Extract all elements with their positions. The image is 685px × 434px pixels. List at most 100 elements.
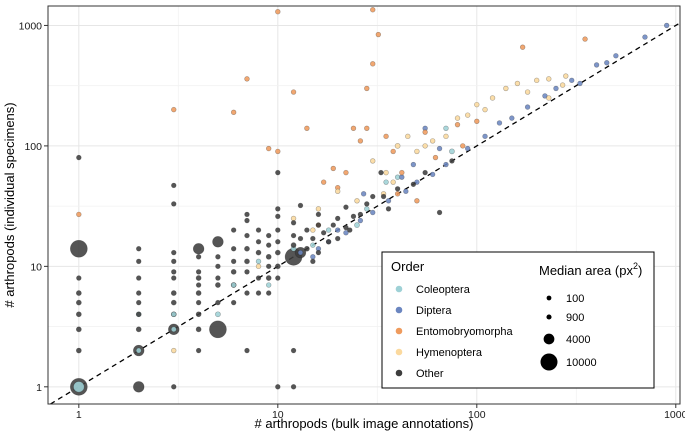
- plot-border: [47, 5, 681, 405]
- data-point-entomobryomorpha: [290, 89, 297, 95]
- data-point-other: [170, 290, 177, 296]
- data-point-other: [320, 230, 327, 236]
- data-point-other: [136, 246, 142, 252]
- data-point-other: [304, 227, 310, 233]
- data-point-entomobryomorpha: [343, 169, 349, 176]
- data-point-other: [215, 282, 221, 288]
- data-point-other: [255, 275, 262, 281]
- legend-size-label: 900: [566, 312, 584, 324]
- data-point-other: [315, 222, 322, 228]
- data-point-other: [275, 384, 281, 390]
- data-point-other: [266, 242, 272, 248]
- legend-color-entries: Coleoptera Diptera Entomobryomorpha Hymenop…: [395, 284, 513, 380]
- data-point-entomobryomorpha: [432, 154, 439, 161]
- data-point-other: [136, 258, 142, 265]
- legend-label-diptera: Diptera: [416, 305, 452, 317]
- data-point-other: [275, 227, 281, 233]
- data-point-hymenoptera: [394, 143, 401, 149]
- data-point-other: [357, 211, 364, 218]
- data-point-other: [290, 384, 297, 390]
- data-point-diptera: [542, 93, 548, 99]
- data-point-other: [255, 227, 262, 233]
- y-axis-ticks: 1 10 100 1000: [19, 20, 48, 394]
- data-point-hymenoptera: [489, 95, 496, 101]
- data-point-other: [265, 275, 272, 281]
- data-point-other: [136, 290, 142, 296]
- data-point-diptera: [343, 230, 349, 236]
- data-point-other: [275, 275, 281, 281]
- legend-size-label: 10000: [566, 357, 597, 369]
- data-point-diptera: [385, 198, 392, 204]
- data-point-other: [171, 201, 177, 207]
- data-point-other: [274, 263, 281, 270]
- data-point-hymenoptera: [533, 77, 540, 84]
- data-point-other: [195, 254, 202, 260]
- data-point-other: [274, 249, 281, 256]
- legend-label-other: Other: [416, 368, 444, 380]
- data-point-other: [370, 193, 376, 200]
- data-point-other: [230, 299, 237, 306]
- data-point-other: [70, 239, 88, 258]
- data-point-other: [195, 282, 202, 288]
- data-point-entomobryomorpha: [364, 125, 370, 131]
- data-point-other: [230, 227, 237, 233]
- data-point-diptera: [464, 145, 471, 152]
- data-point-other: [215, 275, 221, 281]
- data-point-hymenoptera: [474, 101, 480, 108]
- data-point-other: [170, 299, 177, 306]
- data-point-hymenoptera: [563, 73, 569, 79]
- data-point-entomobryomorpha: [390, 148, 396, 155]
- data-point-entomobryomorpha: [422, 129, 428, 135]
- data-point-other: [266, 290, 272, 296]
- x-axis-title: # arthropods (bulk image annotations): [255, 416, 474, 431]
- data-point-diptera: [335, 227, 341, 233]
- data-point-other: [75, 326, 82, 333]
- data-point-other: [315, 211, 322, 218]
- data-point-other: [136, 275, 142, 281]
- x-tick-label: 100: [468, 409, 486, 421]
- data-point-other: [215, 263, 221, 270]
- data-point-other: [343, 204, 349, 210]
- data-point-other: [171, 249, 177, 256]
- data-point-hymenoptera: [383, 169, 389, 176]
- data-point-other: [195, 269, 202, 275]
- legend-size-title-end: ): [638, 263, 642, 278]
- data-point-other: [436, 209, 443, 216]
- data-point-other: [76, 275, 82, 281]
- data-point-other: [195, 347, 202, 354]
- data-point-other: [449, 158, 455, 164]
- data-point-other: [195, 311, 202, 318]
- data-point-other: [380, 193, 387, 200]
- data-point-other: [297, 202, 304, 209]
- data-point-other: [136, 299, 142, 306]
- data-point-hymenoptera: [335, 188, 341, 194]
- data-point-other: [255, 239, 262, 245]
- legend-size-title: Median area (px2): [539, 261, 642, 278]
- data-point-coleoptera: [443, 125, 449, 131]
- data-point-diptera: [482, 133, 488, 140]
- data-point-other: [335, 215, 341, 222]
- data-point-coleoptera: [449, 148, 455, 155]
- data-point-other: [290, 220, 297, 226]
- data-point-entomobryomorpha: [320, 179, 327, 185]
- data-point-other: [244, 232, 250, 239]
- y-axis-title: # arthropods (individual specimens): [2, 102, 17, 307]
- data-point-other: [350, 213, 357, 220]
- data-point-hymenoptera: [454, 115, 461, 121]
- data-point-entomobryomorpha: [370, 7, 376, 13]
- data-point-coleoptera: [230, 282, 237, 288]
- data-point-other: [195, 275, 202, 281]
- data-point-entomobryomorpha: [519, 44, 526, 50]
- data-point-other: [171, 384, 177, 390]
- data-point-diptera: [403, 188, 409, 194]
- data-point-diptera: [569, 77, 575, 84]
- data-point-other: [315, 249, 322, 256]
- data-point-other: [244, 211, 250, 218]
- data-point-diptera: [593, 62, 600, 68]
- data-point-other: [244, 347, 250, 354]
- data-point-other: [275, 169, 281, 176]
- legend-size-label: 100: [566, 293, 584, 305]
- data-point-other: [290, 347, 297, 354]
- data-point-entomobryomorpha: [460, 143, 466, 149]
- data-point-other: [422, 169, 428, 176]
